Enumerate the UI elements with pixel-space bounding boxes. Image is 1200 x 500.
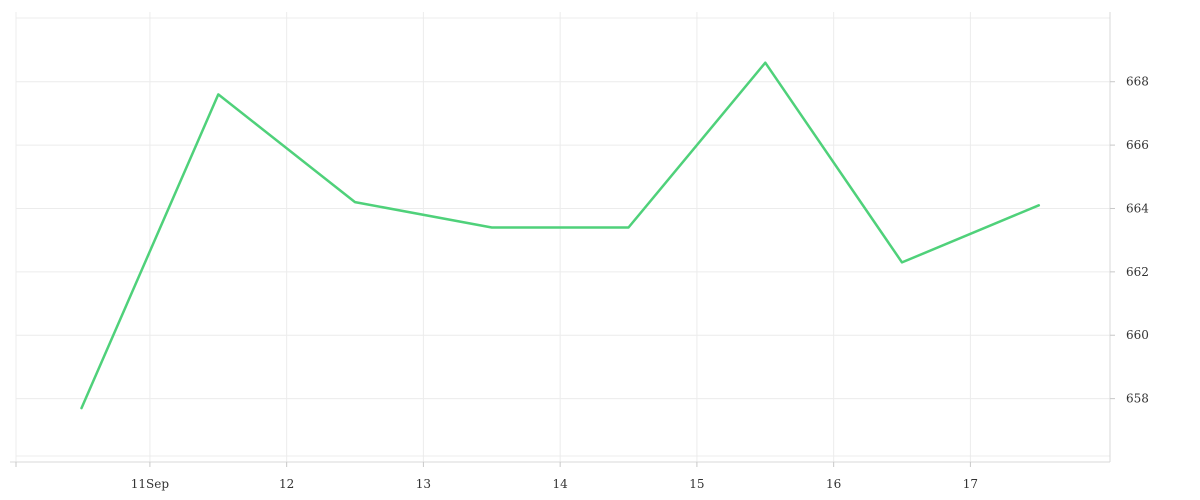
y-axis-ticks: 658 660 662 664 666 668	[1110, 75, 1149, 406]
y-tick-label: 668	[1126, 75, 1149, 89]
series-layer	[80, 61, 1041, 410]
y-tick-label: 664	[1126, 201, 1149, 215]
x-tick-label: 14	[553, 477, 569, 491]
y-tick-label: 666	[1126, 138, 1149, 152]
x-tick-label: 11Sep	[131, 477, 170, 491]
y-tick-label: 658	[1126, 392, 1149, 406]
x-axis-ticks: 11Sep 12 13 14 15 16 17	[15, 462, 978, 491]
x-tick-label: 15	[689, 477, 704, 491]
series-line-0	[80, 61, 1041, 410]
x-tick-label: 16	[826, 477, 841, 491]
x-tick-label: 13	[416, 477, 431, 491]
y-tick-label: 660	[1126, 328, 1149, 342]
grid	[15, 12, 1110, 462]
x-tick-label: 12	[279, 477, 294, 491]
y-tick-label: 662	[1126, 265, 1149, 279]
x-tick-label: 17	[963, 477, 978, 491]
